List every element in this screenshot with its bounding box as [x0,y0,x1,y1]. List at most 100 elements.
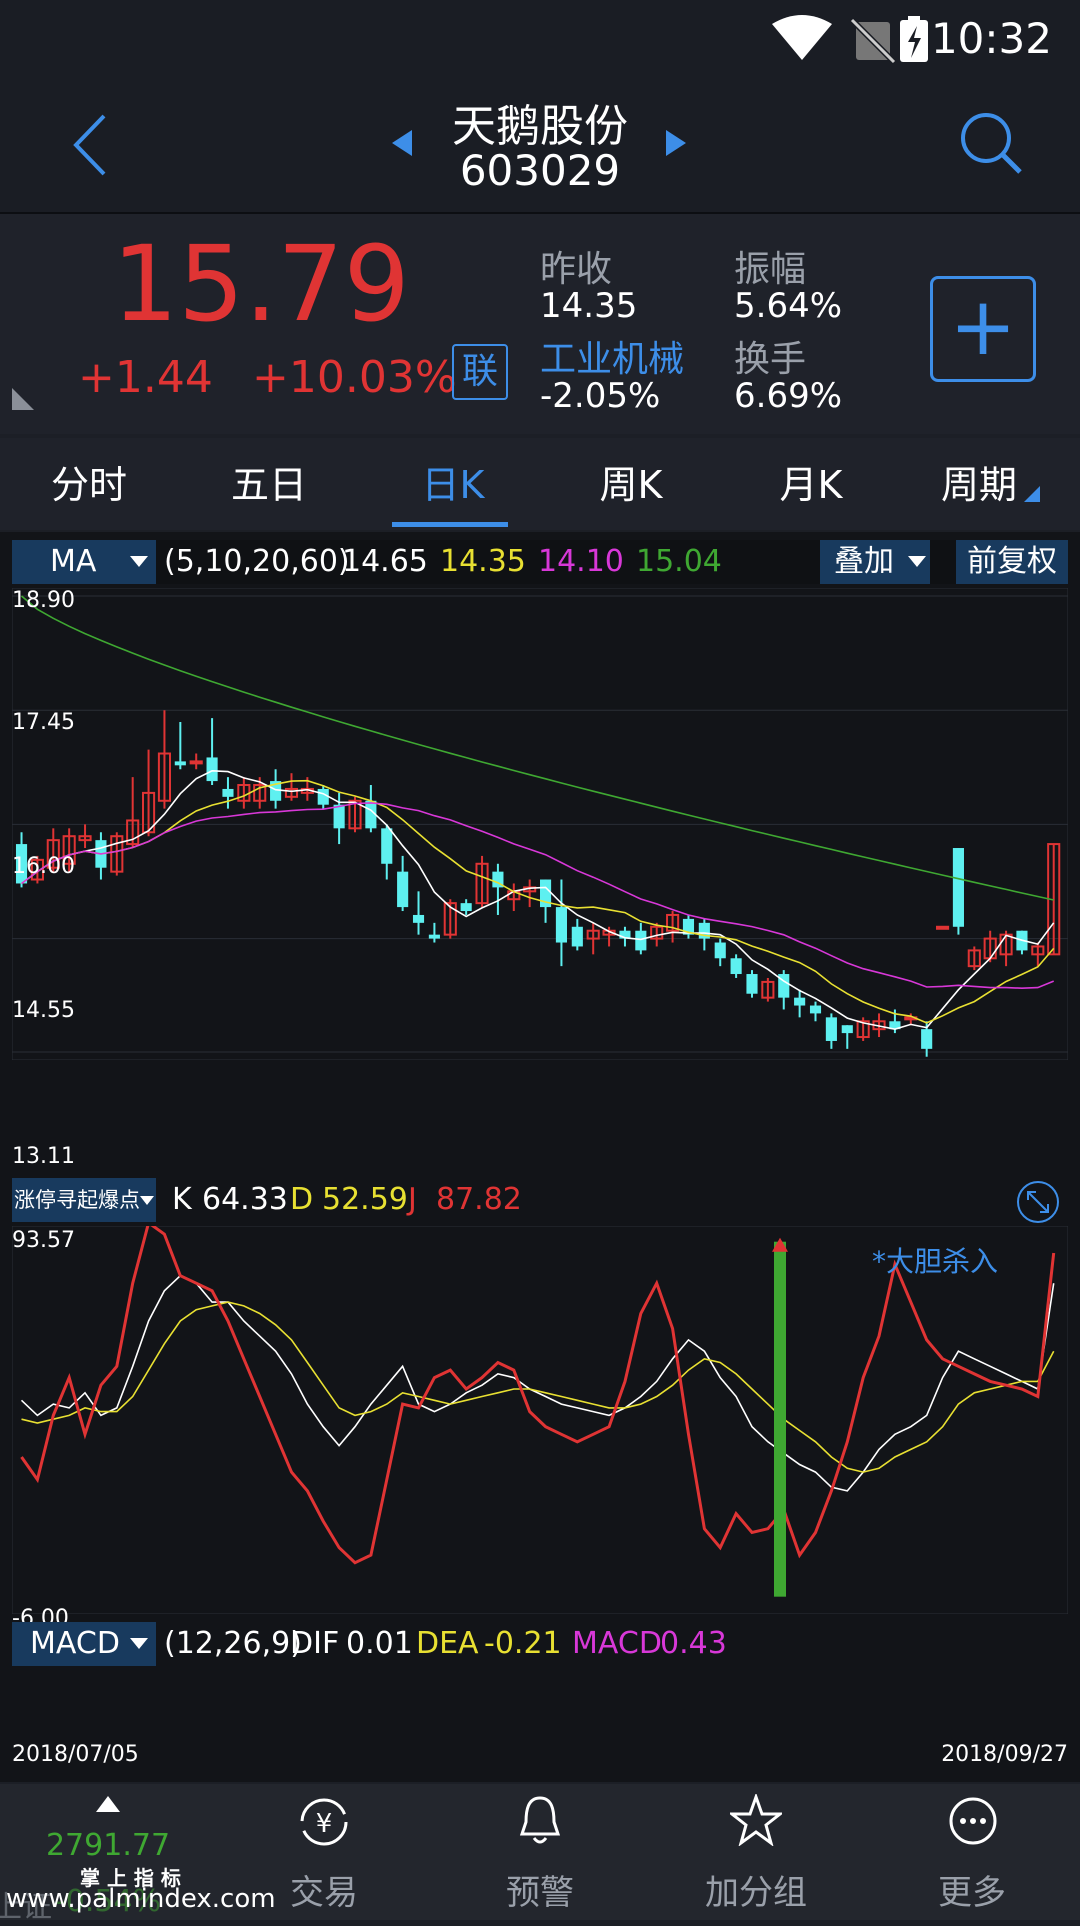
d-label: D [290,1182,314,1217]
j-label: J [408,1182,417,1217]
adjust-button[interactable]: 前复权 [956,540,1068,584]
quote-panel: 15.79 +1.44 +10.03% 联 昨收 14.35 工业机械 -2.0… [0,214,1080,434]
candle-body [1031,945,1045,956]
expand-icon[interactable] [1016,1180,1060,1224]
price-change: +1.44 [78,352,213,403]
signal-arrow [772,1237,788,1252]
bell-icon [519,1796,561,1844]
stock-name: 天鹅股份 [452,101,628,152]
candle-body [571,926,583,947]
period-tabs: 分时 五日 日K 周K 月K 周期 [0,438,1080,530]
candle-body [475,862,489,905]
back-icon[interactable] [70,110,110,180]
status-icons [772,15,928,64]
macd-label: MACD [572,1626,662,1661]
dropdown-icon [908,556,926,567]
overlay-select[interactable]: 叠加 [820,540,930,584]
candle-body [714,942,726,959]
dea-value: -0.21 [484,1626,562,1661]
wifi-icon [772,15,832,60]
j-value: 87.82 [436,1182,522,1217]
candle-body [62,835,76,865]
ma5-value: 14.65 [342,544,428,579]
candle-body [761,980,775,999]
kdj-indicator-select[interactable]: 涨停寻起爆点 [12,1178,156,1222]
ma10-value: 14.35 [440,544,526,579]
start-date: 2018/07/05 [12,1742,139,1767]
candle-body [253,784,267,802]
tab-five-day[interactable]: 五日 [230,463,307,507]
macd-params: (12,26,9) [164,1626,302,1661]
tab-daily-k[interactable]: 日K [421,463,485,507]
search-icon[interactable] [958,110,1024,176]
dea-label: DEA [416,1626,479,1661]
candle-body [126,819,140,846]
watermark-brand: 掌 上 指 标 [80,1866,181,1890]
candle-body [682,918,695,935]
period-dropdown-icon[interactable] [1024,486,1040,502]
kdj-chart[interactable] [12,1226,1068,1614]
candle-body [110,835,124,873]
next-stock-icon[interactable] [664,128,688,158]
candle-body [317,788,329,805]
kdj-k-line [20,1274,1055,1492]
index-name: 上证 [0,1890,52,1925]
ma60-line [20,595,1054,901]
y-tick: 17.45 [12,710,75,735]
kdj-d-line [21,1301,1055,1473]
candle-body [460,903,472,912]
candle-body [348,799,362,830]
candle-body [540,879,552,908]
tab-weekly-k[interactable]: 周K [599,463,663,507]
candle-body [428,934,440,939]
tab-monthly-k[interactable]: 月K [779,463,843,507]
status-bar: 10:32 [0,0,1080,80]
candle-body [15,844,28,884]
candle-body [889,1021,901,1030]
nav-add-group[interactable]: 加分组 [648,1784,864,1920]
nav-trade[interactable]: ¥ 交易 [216,1784,432,1920]
candle-body [555,907,567,943]
candle-body [46,839,60,869]
ma5-line [21,769,1055,1031]
candle-body [809,1005,822,1014]
prev-stock-icon[interactable] [390,128,414,158]
y-tick-top: 18.90 [12,588,75,613]
prev-close-label: 昨收 [540,249,613,290]
add-watchlist-button[interactable]: + [930,276,1036,382]
stock-header: 天鹅股份 603029 [0,80,1080,214]
sector-name[interactable]: 工业机械 [540,339,685,380]
ma-indicator-select[interactable]: MA [12,540,156,584]
nav-more[interactable]: 更多 [864,1784,1080,1920]
dropdown-icon [130,556,148,567]
candle-body [206,757,218,782]
candle-body [825,1017,837,1041]
index-ticker[interactable]: 2791.77 -0.54% 上证 [0,1784,216,1925]
candle-body [666,913,680,932]
tab-period[interactable]: 周期 [940,463,1017,507]
k-value: 64.33 [202,1182,288,1217]
tab-intraday[interactable]: 分时 [50,463,127,507]
battery-charging-icon [900,16,928,62]
signal-bar [774,1241,786,1597]
expand-up-icon [96,1796,120,1812]
candle-body [381,828,393,864]
index-value: 2791.77 [45,1828,171,1863]
link-badge[interactable]: 联 [452,344,508,400]
k-label: K [172,1182,192,1217]
nav-label: 交易 [290,1873,358,1913]
turnover-value: 6.69% [734,376,843,416]
candle-body [142,791,156,834]
ma20-line [21,802,1055,990]
macd-indicator-select[interactable]: MACD [12,1622,156,1666]
ma10-line [21,779,1055,1024]
nav-alert[interactable]: 预警 [432,1784,648,1920]
more-icon [949,1797,997,1845]
chart-area: MA (5,10,20,60) 14.65 14.35 14.10 15.04 … [0,532,1080,1782]
trade-icon: ¥ [300,1798,348,1846]
kdj-j-line [20,1226,1056,1565]
d-value: 52.59 [322,1182,408,1217]
ma-legend-bar: MA (5,10,20,60) 14.65 14.35 14.10 15.04 … [12,540,1068,584]
watermark-url: www.palmindex.com [6,1884,276,1914]
candlestick-chart[interactable] [12,588,1068,1060]
